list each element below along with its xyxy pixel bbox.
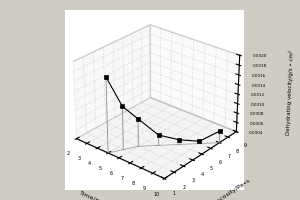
Y-axis label: Viscosity/Pa•s: Viscosity/Pa•s <box>212 178 252 200</box>
X-axis label: Time/min: Time/min <box>79 190 108 200</box>
